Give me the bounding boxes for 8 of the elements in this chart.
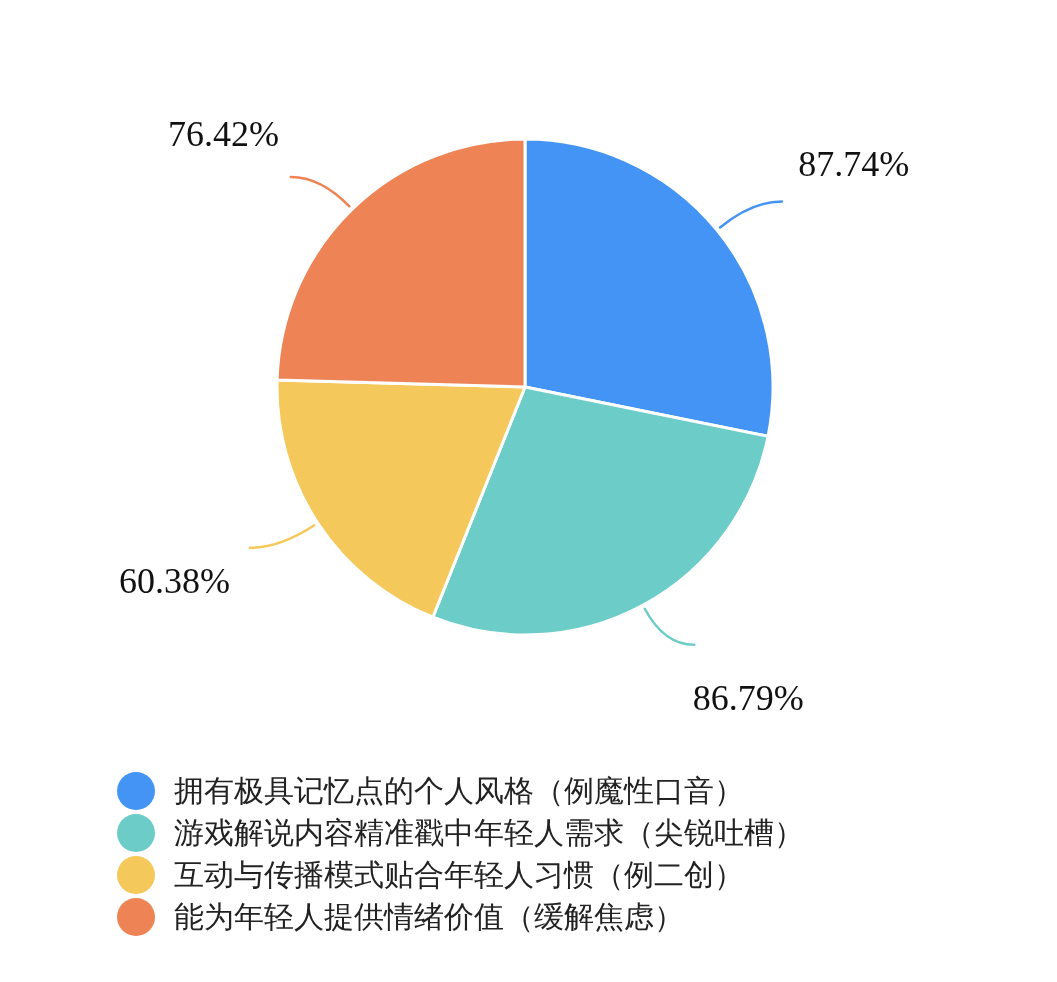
data-label: 87.74% (798, 143, 910, 184)
data-label: 76.42% (167, 113, 279, 154)
legend-label: 游戏解说内容精准戳中年轻人需求（尖锐吐槽） (174, 813, 804, 852)
data-label: 60.38% (118, 560, 230, 601)
legend-label: 互动与传播模式贴合年轻人习惯（例二创） (174, 855, 744, 894)
data-label: 86.79% (692, 677, 804, 718)
legend-label: 能为年轻人提供情绪价值（缓解焦虑） (174, 897, 684, 936)
legend-label: 拥有极具记忆点的个人风格（例魔性口音） (174, 771, 744, 810)
